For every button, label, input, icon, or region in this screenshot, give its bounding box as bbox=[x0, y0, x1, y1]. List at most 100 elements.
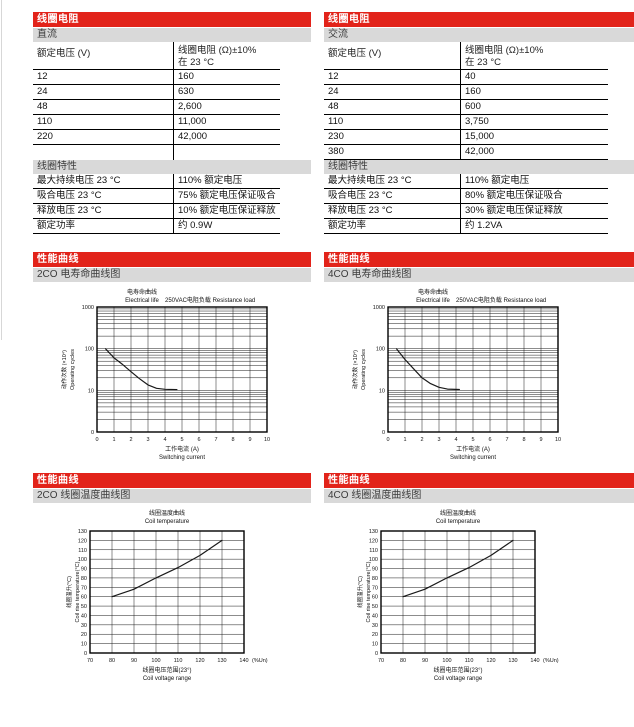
cell-label: 220 bbox=[37, 131, 53, 142]
section-header-coil-resistance-ac: 线圈电阻 bbox=[324, 12, 634, 27]
cell-label: 吸合电压 23 °C bbox=[37, 190, 102, 201]
svg-text:130: 130 bbox=[508, 658, 517, 664]
svg-text:140: 140 bbox=[239, 658, 248, 664]
ac-col-voltage-header: 额定电压 (V) bbox=[328, 48, 382, 59]
ac-coil-characteristics-table: 最大持续电压 23 °C 110% 额定电压 吸合电压 23 °C 80% 额定电压保… bbox=[324, 174, 608, 234]
subheader-life-4co: 4CO 电寿命曲线图 bbox=[324, 268, 634, 282]
cell-value: 80% 额定电压保证吸合 bbox=[460, 189, 608, 203]
svg-text:30: 30 bbox=[372, 623, 378, 629]
svg-text:Switching current: Switching current bbox=[450, 455, 496, 461]
svg-text:10: 10 bbox=[264, 437, 270, 443]
cell-label: 释放电压 23 °C bbox=[328, 205, 393, 216]
cell-value: 10% 额定电压保证释放 bbox=[173, 204, 280, 218]
cell-value: 约 1.2VA bbox=[460, 219, 608, 233]
section-header-performance-curve: 性能曲线 bbox=[324, 473, 634, 488]
cell-label: 48 bbox=[37, 101, 48, 112]
svg-text:0: 0 bbox=[84, 651, 87, 657]
cell-label: 吸合电压 23 °C bbox=[328, 190, 393, 201]
svg-text:120: 120 bbox=[195, 658, 204, 664]
section-header-performance-curve: 性能曲线 bbox=[324, 252, 634, 267]
table-row: 额定功率 约 1.2VA bbox=[324, 219, 608, 234]
svg-text:2: 2 bbox=[420, 437, 423, 443]
svg-text:110: 110 bbox=[369, 548, 378, 554]
cell-value: 约 0.9W bbox=[173, 219, 280, 233]
cell-value: 2,600 bbox=[173, 100, 280, 114]
table-row: 释放电压 23 °C 30% 额定电压保证释放 bbox=[324, 204, 608, 219]
svg-text:7: 7 bbox=[214, 437, 217, 443]
svg-text:Coil temperature: Coil temperature bbox=[145, 519, 190, 525]
dc-table-header-row: 额定电压 (V) 线圈电阻 (Ω)±10% 在 23 °C bbox=[33, 42, 280, 70]
table-row: 48 600 bbox=[324, 100, 608, 115]
table-row: 吸合电压 23 °C 75% 额定电压保证吸合 bbox=[33, 189, 280, 204]
svg-text:90: 90 bbox=[131, 658, 137, 664]
svg-text:Coil voltage range: Coil voltage range bbox=[143, 676, 192, 682]
svg-text:线圈温升(°C): 线圈温升(°C) bbox=[65, 576, 73, 608]
table-row: 110 3,750 bbox=[324, 115, 608, 130]
svg-text:40: 40 bbox=[81, 613, 87, 619]
table-row: 12 40 bbox=[324, 70, 608, 85]
svg-text:100: 100 bbox=[376, 347, 385, 353]
svg-text:线圈温升(°C): 线圈温升(°C) bbox=[356, 576, 364, 608]
svg-text:线圈电压范围(23°): 线圈电压范围(23°) bbox=[142, 666, 191, 674]
svg-text:1: 1 bbox=[403, 437, 406, 443]
svg-text:电寿命曲线: 电寿命曲线 bbox=[127, 288, 157, 296]
svg-text:9: 9 bbox=[248, 437, 251, 443]
cell-value: 15,000 bbox=[460, 130, 608, 144]
svg-text:10: 10 bbox=[379, 388, 385, 394]
cell-label: 24 bbox=[37, 86, 48, 97]
svg-text:Operating cycles: Operating cycles bbox=[70, 349, 76, 390]
dc-col-resistance-line2: 在 23 °C bbox=[178, 57, 215, 68]
dc-coil-characteristics-table: 最大持续电压 23 °C 110% 额定电压 吸合电压 23 °C 75% 额定电压保… bbox=[33, 174, 280, 234]
subheader-temp-2co: 2CO 线圈温度曲线图 bbox=[33, 489, 311, 503]
svg-text:Operating cycles: Operating cycles bbox=[361, 349, 367, 390]
svg-text:250VAC电阻负载 Resistance load: 250VAC电阻负载 Resistance load bbox=[165, 296, 255, 304]
ac-col-resistance-line1: 线圈电阻 (Ω)±10% bbox=[465, 45, 544, 56]
svg-text:250VAC电阻负载 Resistance load: 250VAC电阻负载 Resistance load bbox=[456, 296, 546, 304]
svg-text:8: 8 bbox=[522, 437, 525, 443]
cell-value: 160 bbox=[173, 70, 280, 84]
svg-text:5: 5 bbox=[471, 437, 474, 443]
svg-text:10: 10 bbox=[555, 437, 561, 443]
subheader-life-2co: 2CO 电寿命曲线图 bbox=[33, 268, 311, 282]
table-row: 230 15,000 bbox=[324, 130, 608, 145]
svg-text:100: 100 bbox=[78, 557, 87, 563]
section-header-performance-curve: 性能曲线 bbox=[33, 473, 311, 488]
dc-resistance-table: 额定电压 (V) 线圈电阻 (Ω)±10% 在 23 °C 12 160 24 630… bbox=[33, 42, 280, 160]
svg-text:100: 100 bbox=[151, 658, 160, 664]
svg-text:(%Un): (%Un) bbox=[252, 658, 268, 664]
svg-text:0: 0 bbox=[382, 430, 385, 436]
ac-resistance-table: 额定电压 (V) 线圈电阻 (Ω)±10% 在 23 °C 12 40 24 160 4… bbox=[324, 42, 608, 160]
table-row: 380 42,000 bbox=[324, 145, 608, 160]
svg-text:90: 90 bbox=[422, 658, 428, 664]
cell-label: 230 bbox=[328, 131, 344, 142]
subheader-ac: 交流 bbox=[324, 28, 634, 42]
svg-text:Coil rise temperature(°C): Coil rise temperature(°C) bbox=[75, 561, 81, 622]
svg-text:70: 70 bbox=[81, 585, 87, 591]
svg-text:动作次数 (×10⁴): 动作次数 (×10⁴) bbox=[60, 350, 68, 389]
svg-text:10: 10 bbox=[81, 642, 87, 648]
table-row: 最大持续电压 23 °C 110% 额定电压 bbox=[324, 174, 608, 189]
cell-value: 42,000 bbox=[173, 130, 280, 144]
performance-curve-life-4co-section: 性能曲线 4CO 电寿命曲线图 电寿命曲线 Electrical life 250V… bbox=[324, 252, 634, 465]
subheader-temp-4co: 4CO 线圈温度曲线图 bbox=[324, 489, 634, 503]
cell-value: 3,750 bbox=[460, 115, 608, 129]
cell-label: 额定功率 bbox=[328, 220, 367, 231]
svg-text:Switching current: Switching current bbox=[159, 455, 205, 461]
svg-text:130: 130 bbox=[78, 529, 87, 535]
svg-text:110: 110 bbox=[465, 658, 474, 664]
cell-label: 12 bbox=[37, 71, 48, 82]
svg-text:110: 110 bbox=[174, 658, 183, 664]
svg-text:9: 9 bbox=[539, 437, 542, 443]
svg-text:线圈温度曲线: 线圈温度曲线 bbox=[440, 509, 476, 517]
ac-table-header-row: 额定电压 (V) 线圈电阻 (Ω)±10% 在 23 °C bbox=[324, 42, 608, 70]
subheader-dc: 直流 bbox=[33, 28, 311, 42]
svg-text:80: 80 bbox=[81, 576, 87, 582]
svg-text:0: 0 bbox=[91, 430, 94, 436]
dc-table-empty-row bbox=[33, 145, 280, 160]
cell-label: 最大持续电压 23 °C bbox=[328, 175, 412, 186]
dc-col-voltage-header: 额定电压 (V) bbox=[37, 48, 91, 59]
table-row: 24 160 bbox=[324, 85, 608, 100]
svg-text:80: 80 bbox=[109, 658, 115, 664]
